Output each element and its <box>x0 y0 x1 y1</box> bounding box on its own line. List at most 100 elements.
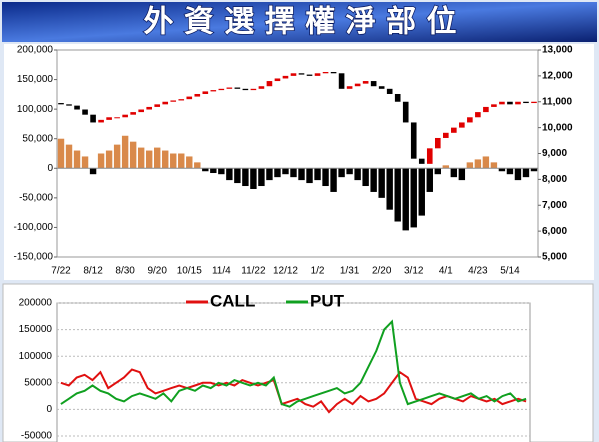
candle <box>338 73 345 89</box>
candle <box>443 132 449 138</box>
candle <box>114 117 120 119</box>
y2-tick-label: 9,000 <box>542 148 567 159</box>
y-tick-label: 200000 <box>19 298 53 309</box>
x-tick-label: 5/14 <box>500 266 520 277</box>
candle <box>74 105 80 110</box>
x-tick-label: 9/20 <box>147 266 167 277</box>
y-tick-label: -100,000 <box>14 222 54 233</box>
candle <box>386 88 393 94</box>
y-tick-label: 100000 <box>19 351 53 362</box>
candle <box>250 88 257 91</box>
bar <box>442 165 450 169</box>
candle <box>154 104 161 107</box>
bar <box>105 150 113 169</box>
candle <box>274 78 281 82</box>
bar <box>370 168 377 192</box>
banner <box>2 2 597 42</box>
candle <box>218 88 225 91</box>
bar <box>386 168 393 210</box>
bar <box>474 159 482 169</box>
bar <box>458 168 466 181</box>
candle <box>298 73 305 75</box>
candle <box>459 122 465 128</box>
bar <box>402 168 409 231</box>
bar <box>282 168 289 175</box>
y-tick-label: 50,000 <box>22 133 53 144</box>
y-tick-label: -150,000 <box>14 252 54 263</box>
bar <box>234 168 241 184</box>
bar <box>530 168 538 172</box>
bar <box>322 168 329 187</box>
y-tick-label: 0 <box>47 163 53 174</box>
y-tick-label: 50000 <box>24 377 52 388</box>
bar <box>202 168 209 172</box>
bar <box>250 168 257 189</box>
bar <box>506 168 514 175</box>
x-tick-label: 11/4 <box>212 266 231 277</box>
bar <box>498 168 506 172</box>
candle <box>82 109 88 115</box>
bar <box>57 138 65 169</box>
candle <box>394 93 401 102</box>
x-tick-label: 10/15 <box>177 266 202 277</box>
candle <box>90 114 96 123</box>
candle <box>202 91 209 94</box>
candle <box>170 100 177 102</box>
bar <box>482 156 490 169</box>
bar <box>65 144 73 169</box>
bar <box>194 162 201 169</box>
y2-tick-label: 7,000 <box>542 200 567 211</box>
bar <box>145 150 153 169</box>
candle <box>258 86 265 89</box>
bar <box>178 153 185 169</box>
candle <box>146 106 152 110</box>
candle <box>322 71 329 74</box>
x-tick-label: 1/2 <box>311 266 325 277</box>
candle <box>531 101 537 104</box>
bar <box>378 168 385 198</box>
y-tick-label: 200,000 <box>17 45 54 56</box>
candle <box>418 158 425 164</box>
bar <box>338 168 345 178</box>
candle <box>507 101 513 105</box>
candle <box>226 87 233 89</box>
y-tick-label: -50,000 <box>19 192 53 203</box>
bar <box>258 168 265 187</box>
candle <box>242 88 249 91</box>
y2-tick-label: 11,000 <box>542 96 572 107</box>
bar <box>522 168 530 178</box>
x-tick-label: 11/22 <box>241 266 266 277</box>
x-tick-label: 3/12 <box>404 266 424 277</box>
x-tick-label: 8/12 <box>83 266 103 277</box>
candle <box>162 101 169 105</box>
bar <box>418 168 425 216</box>
bar <box>242 168 249 187</box>
bar <box>81 156 89 169</box>
candle <box>186 96 193 100</box>
legend-label: PUT <box>310 291 345 310</box>
candle <box>314 73 321 76</box>
candle <box>410 122 417 159</box>
x-tick-label: 4/1 <box>439 266 453 277</box>
candle <box>266 81 273 87</box>
legend-label: CALL <box>210 291 255 310</box>
candle <box>434 137 441 149</box>
y2-tick-label: 12,000 <box>542 71 573 82</box>
bar <box>129 141 137 169</box>
bar <box>514 168 522 181</box>
candle <box>58 103 64 105</box>
candle <box>515 101 521 105</box>
bar <box>362 168 369 187</box>
bar <box>226 168 233 181</box>
bar <box>466 162 474 169</box>
candle <box>138 109 144 113</box>
y-tick-label: 150,000 <box>17 74 54 85</box>
candle <box>370 81 377 87</box>
bar <box>210 168 217 174</box>
y2-tick-label: 13,000 <box>542 45 573 56</box>
bar <box>170 153 177 169</box>
bar <box>314 168 321 181</box>
x-tick-label: 4/23 <box>468 266 488 277</box>
candle <box>523 101 529 104</box>
y-tick-label: 0 <box>46 404 52 415</box>
